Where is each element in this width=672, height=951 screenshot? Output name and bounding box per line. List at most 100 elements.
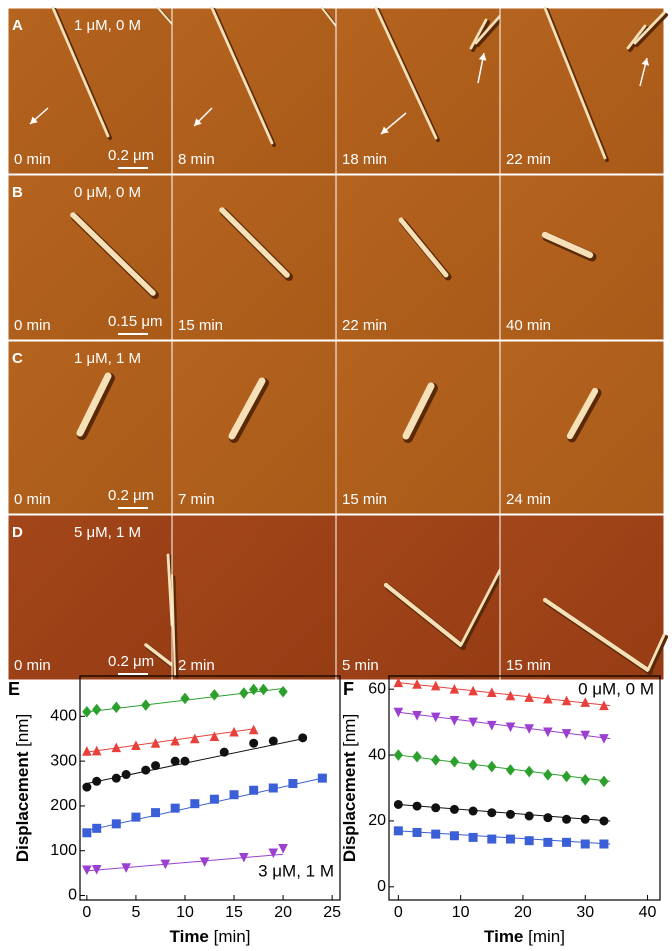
point: [525, 812, 533, 820]
condition: 1 μM, 0 M: [74, 17, 141, 34]
point: [220, 748, 228, 756]
time-label: 0 min: [14, 491, 51, 508]
annotation: 0 μM, 0 M: [578, 679, 654, 698]
page: 0 minA1 μM, 0 M0.2 μm8 min18 min22 min0 …: [0, 0, 672, 951]
condition: 5 μM, 1 M: [74, 524, 141, 541]
point: [83, 783, 91, 791]
point: [250, 739, 258, 747]
point: [259, 684, 267, 694]
y-tick-label: 300: [50, 752, 77, 769]
x-tick-label: 10: [452, 904, 470, 921]
point: [450, 716, 458, 724]
point: [413, 712, 421, 720]
time-label: 24 min: [506, 491, 551, 508]
point: [413, 802, 421, 810]
condition: 0 μM, 0 M: [74, 184, 141, 201]
afm-image: [500, 175, 664, 340]
x-tick-label: 0: [394, 904, 403, 921]
x-tick-label: 10: [176, 904, 194, 921]
point: [250, 684, 258, 694]
time-label: 0 min: [14, 151, 51, 168]
point: [230, 791, 238, 799]
time-label: 22 min: [506, 151, 551, 168]
point: [269, 737, 277, 745]
x-tick-label: 25: [323, 904, 341, 921]
afm-image: [172, 8, 336, 174]
point: [210, 690, 218, 700]
fit-line: [87, 854, 283, 871]
point: [432, 755, 440, 765]
point: [413, 752, 421, 762]
point: [506, 723, 514, 731]
point: [469, 760, 477, 770]
point: [544, 728, 552, 736]
point: [488, 809, 496, 817]
point: [171, 757, 179, 765]
y-tick-label: 0: [377, 878, 386, 895]
fit-line: [87, 778, 322, 830]
point: [413, 828, 421, 836]
point: [394, 750, 402, 760]
point: [112, 702, 120, 712]
point: [83, 866, 91, 874]
time-label: 18 min: [342, 151, 387, 168]
annotation: 3 μM, 1 M: [258, 861, 334, 880]
point: [600, 817, 608, 825]
fit-line: [398, 712, 610, 738]
point: [299, 734, 307, 742]
point: [289, 780, 297, 788]
point: [450, 757, 458, 767]
x-tick-label: 30: [576, 904, 594, 921]
panel-letter: B: [12, 184, 23, 201]
point: [450, 805, 458, 813]
point: [112, 774, 120, 782]
y-tick-label: 200: [50, 797, 77, 814]
condition: 1 μM, 1 M: [74, 350, 141, 367]
point: [600, 840, 608, 848]
y-tick-label: 0: [68, 887, 77, 904]
y-tick-label: 20: [368, 812, 386, 829]
point: [506, 810, 514, 818]
point: [525, 767, 533, 777]
point: [152, 809, 160, 817]
point: [469, 833, 477, 841]
point: [93, 824, 101, 832]
x-axis-title: Time: [170, 927, 209, 946]
point: [488, 835, 496, 843]
point: [581, 815, 589, 823]
x-tick-label: 20: [274, 904, 292, 921]
x-axis-unit: [min]: [214, 927, 251, 946]
point: [191, 800, 199, 808]
point: [83, 829, 91, 837]
time-label: 15 min: [178, 317, 223, 334]
point: [132, 813, 140, 821]
panel-letter: A: [12, 17, 23, 34]
time-label: 22 min: [342, 317, 387, 334]
point: [269, 784, 277, 792]
y-axis-unit: [nm]: [13, 714, 32, 747]
fit-line: [398, 804, 610, 820]
point: [563, 838, 571, 846]
afm-image: [336, 175, 500, 340]
scale-bar-label: 0.2 μm: [108, 653, 154, 670]
x-axis-label: Time [min]: [170, 927, 251, 946]
point: [191, 735, 199, 743]
point: [563, 815, 571, 823]
y-tick-label: 40: [368, 746, 386, 763]
y-axis-title: Displacement: [13, 751, 32, 862]
point: [432, 804, 440, 812]
point: [544, 838, 552, 846]
point: [250, 786, 258, 794]
figure: 0 minA1 μM, 0 M0.2 μm8 min18 min22 min0 …: [0, 0, 672, 946]
x-axis-title: Time: [484, 927, 523, 946]
point: [525, 837, 533, 845]
point: [250, 726, 258, 734]
y-tick-label: 400: [50, 708, 77, 725]
panel-letter: F: [343, 679, 354, 699]
point: [171, 804, 179, 812]
point: [394, 827, 402, 835]
point: [93, 705, 101, 715]
point: [112, 820, 120, 828]
scale-bar-label: 0.2 μm: [108, 487, 154, 504]
y-axis-unit: [nm]: [340, 714, 359, 747]
